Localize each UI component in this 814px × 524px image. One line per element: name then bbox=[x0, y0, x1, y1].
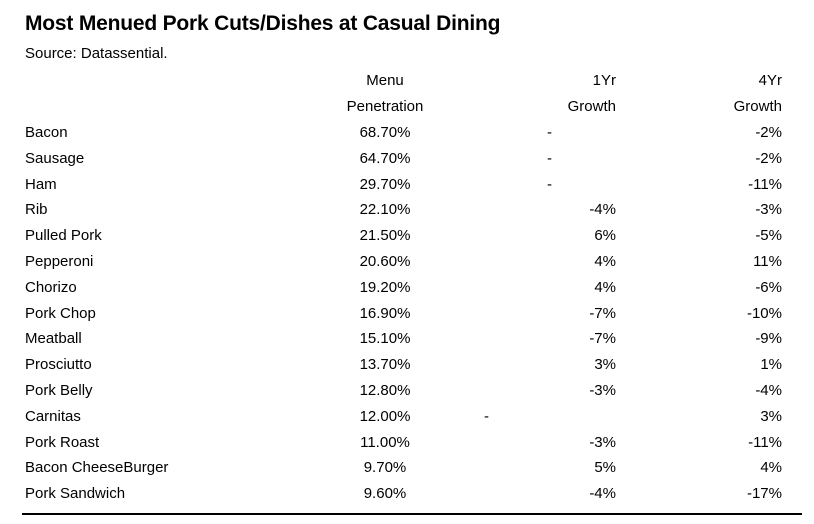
row-growth-4yr: -17% bbox=[746, 485, 782, 503]
row-growth-1yr: 4% bbox=[594, 252, 616, 270]
bottom-rule bbox=[22, 513, 802, 515]
row-growth-4yr: 3% bbox=[760, 407, 782, 425]
row-penetration: 68.70% bbox=[359, 124, 411, 141]
header-1yr-line1: 1Yr bbox=[592, 72, 616, 89]
row-growth-4yr: -10% bbox=[746, 304, 782, 322]
row-growth-4yr: -9% bbox=[755, 330, 782, 348]
table-row: Pork Chop 16.90% -7% -10% bbox=[0, 301, 814, 327]
row-name: Carnitas bbox=[25, 407, 81, 425]
row-name: Meatball bbox=[25, 330, 82, 348]
row-growth-4yr: -4% bbox=[755, 381, 782, 399]
page-title: Most Menued Pork Cuts/Dishes at Casual D… bbox=[25, 12, 501, 35]
row-penetration: 9.60% bbox=[363, 485, 407, 503]
table-row: Pepperoni 20.60% 4% 11% bbox=[0, 249, 814, 275]
row-penetration: 22.10% bbox=[359, 201, 411, 219]
row-name: Ham bbox=[25, 175, 57, 193]
row-name: Pork Sandwich bbox=[25, 485, 126, 503]
row-growth-4yr: 4% bbox=[760, 459, 782, 477]
source-note: Source: Datassential. bbox=[25, 45, 168, 62]
row-penetration: 19.20% bbox=[359, 278, 411, 296]
header-4yr-line1: 4Yr bbox=[758, 72, 782, 89]
row-name: Pulled Pork bbox=[25, 227, 102, 245]
row-growth-4yr: -2% bbox=[755, 124, 782, 141]
table-row: Meatball 15.10% -7% -9% bbox=[0, 326, 814, 352]
row-growth-1yr: -4% bbox=[589, 485, 616, 503]
row-name: Pepperoni bbox=[25, 252, 94, 270]
table-row: Prosciutto 13.70% 3% 1% bbox=[0, 352, 814, 378]
table-row: Pork Roast 11.00% -3% -11% bbox=[0, 430, 814, 456]
data-table: Bacon 68.70% - -2% Sausage 64.70% - -2% … bbox=[0, 120, 814, 507]
header-1yr-line2: Growth bbox=[567, 98, 616, 115]
row-name: Pork Chop bbox=[25, 304, 96, 322]
row-name: Rib bbox=[25, 201, 48, 219]
row-penetration: 64.70% bbox=[359, 149, 411, 167]
row-name: Prosciutto bbox=[25, 356, 92, 374]
row-growth-1yr: 3% bbox=[594, 356, 616, 374]
table-row: Pork Sandwich 9.60% -4% -17% bbox=[0, 481, 814, 507]
row-penetration: 15.10% bbox=[359, 330, 411, 348]
table-row: Chorizo 19.20% 4% -6% bbox=[0, 275, 814, 301]
row-growth-1yr: - bbox=[484, 407, 489, 425]
table-row: Pork Belly 12.80% -3% -4% bbox=[0, 378, 814, 404]
row-growth-1yr: - bbox=[547, 124, 552, 141]
row-growth-4yr: 11% bbox=[753, 252, 782, 270]
row-penetration: 29.70% bbox=[359, 175, 411, 193]
row-name: Pork Roast bbox=[25, 433, 100, 451]
row-growth-4yr: -5% bbox=[755, 227, 782, 245]
row-penetration: 11.00% bbox=[360, 433, 410, 451]
row-penetration: 16.90% bbox=[359, 304, 411, 322]
table-row: Carnitas 12.00% - 3% bbox=[0, 404, 814, 430]
row-name: Pork Belly bbox=[25, 381, 93, 399]
header-menu-line2: Penetration bbox=[346, 98, 424, 115]
row-growth-1yr: -7% bbox=[589, 304, 616, 322]
table-row: Ham 29.70% - -11% bbox=[0, 172, 814, 198]
row-growth-1yr: -7% bbox=[589, 330, 616, 348]
table-row: Rib 22.10% -4% -3% bbox=[0, 197, 814, 223]
row-growth-4yr: -11% bbox=[748, 433, 782, 451]
row-growth-1yr: - bbox=[547, 149, 552, 167]
table-row: Pulled Pork 21.50% 6% -5% bbox=[0, 223, 814, 249]
table-row: Sausage 64.70% - -2% bbox=[0, 146, 814, 172]
row-penetration: 9.70% bbox=[363, 459, 407, 477]
header-menu-line1: Menu bbox=[366, 72, 404, 89]
row-growth-4yr: -11% bbox=[748, 175, 782, 193]
row-growth-1yr: -3% bbox=[589, 381, 616, 399]
row-growth-1yr: - bbox=[547, 175, 552, 193]
table-row: Bacon 68.70% - -2% bbox=[0, 120, 814, 146]
row-penetration: 13.70% bbox=[359, 356, 411, 374]
row-penetration: 12.80% bbox=[359, 381, 411, 399]
row-growth-4yr: -6% bbox=[755, 278, 782, 296]
row-growth-1yr: -4% bbox=[589, 201, 616, 219]
row-growth-1yr: 5% bbox=[594, 459, 616, 477]
row-growth-4yr: -3% bbox=[755, 201, 782, 219]
row-growth-4yr: -2% bbox=[755, 149, 782, 167]
row-name: Bacon CheeseBurger bbox=[25, 459, 169, 477]
table-row: Bacon CheeseBurger 9.70% 5% 4% bbox=[0, 455, 814, 481]
row-penetration: 12.00% bbox=[359, 407, 411, 425]
row-penetration: 21.50% bbox=[359, 227, 411, 245]
row-growth-1yr: -3% bbox=[589, 433, 616, 451]
row-growth-1yr: 4% bbox=[594, 278, 616, 296]
row-name: Sausage bbox=[25, 149, 85, 167]
row-name: Bacon bbox=[25, 124, 68, 141]
row-penetration: 20.60% bbox=[359, 252, 411, 270]
row-growth-1yr: 6% bbox=[594, 227, 616, 245]
row-name: Chorizo bbox=[25, 278, 77, 296]
row-growth-4yr: 1% bbox=[760, 356, 782, 374]
header-4yr-line2: Growth bbox=[733, 98, 782, 115]
